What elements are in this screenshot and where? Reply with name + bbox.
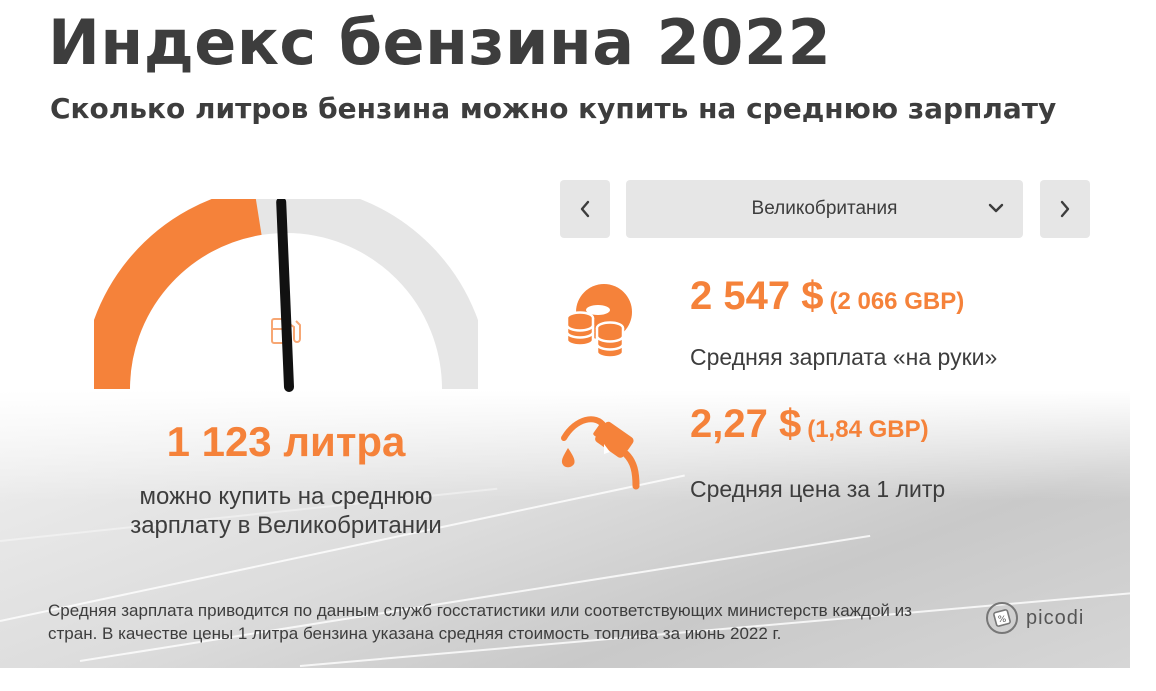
prev-country-button[interactable] (560, 180, 610, 238)
page-title: Индекс бензина 2022 (48, 6, 832, 79)
brand-logo: % picodi (984, 600, 1084, 636)
svg-text:%: % (998, 615, 1007, 625)
salary-label: Средняя зарплата «на руки» (690, 344, 998, 370)
coins-icon (565, 284, 632, 359)
country-select[interactable]: Великобритания (626, 180, 1023, 238)
fuel-nozzle-icon (561, 416, 640, 490)
brand-name: picodi (1026, 606, 1085, 629)
liters-gauge (94, 199, 478, 392)
price-value: 2,27 $ (1,84 GBP) (690, 402, 929, 447)
picodi-logo-icon: % (986, 602, 1018, 634)
salary-usd: 2 547 $ (690, 274, 824, 318)
liters-description: можно купить на среднюю зарплату в Велик… (130, 483, 442, 539)
gauge-fill (94, 199, 263, 390)
page-subtitle: Сколько литров бензина можно купить на с… (50, 92, 1057, 125)
price-label: Средняя цена за 1 литр (690, 476, 946, 502)
chevron-down-icon (988, 203, 1004, 213)
gauge-needle (276, 199, 294, 392)
chevron-right-icon (1060, 200, 1070, 218)
salary-value: 2 547 $ (2 066 GBP) (690, 274, 964, 319)
chevron-left-icon (580, 200, 590, 218)
liters-value: 1 123 литра (166, 418, 406, 465)
next-country-button[interactable] (1040, 180, 1090, 238)
country-select-value: Великобритания (751, 198, 898, 219)
salary-local: (2 066 GBP) (829, 288, 965, 315)
footnote: Средняя зарплата приводится по данным сл… (48, 601, 912, 643)
price-usd: 2,27 $ (690, 402, 802, 446)
price-local: (1,84 GBP) (807, 416, 929, 443)
